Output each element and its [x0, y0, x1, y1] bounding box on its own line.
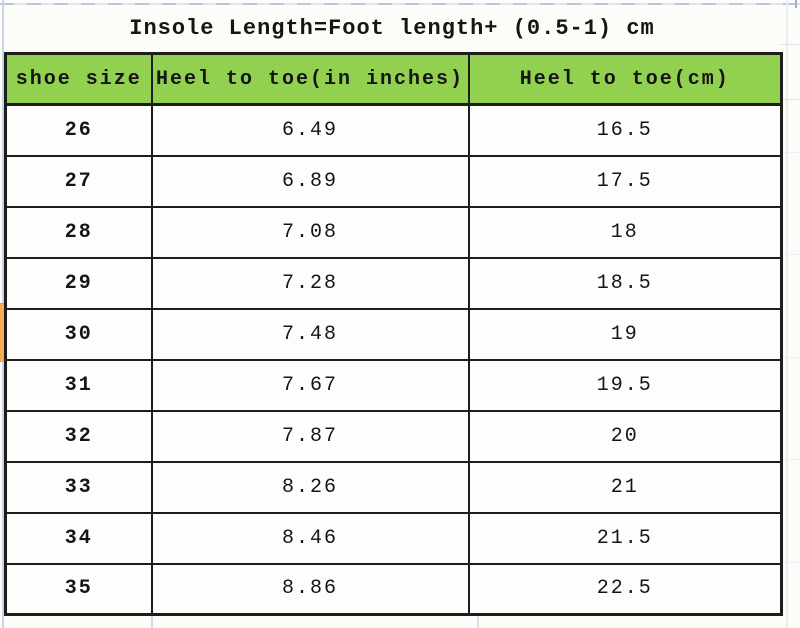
- inches-cell: 7.87: [150, 409, 470, 463]
- shoe-size-cell: 27: [4, 154, 153, 208]
- cm-cell: 21: [467, 460, 783, 514]
- inches-cell: 8.86: [150, 562, 470, 616]
- shoe-size-cell: 28: [4, 205, 153, 259]
- shoe-size-cell: 35: [4, 562, 153, 616]
- shoe-size-cell: 31: [4, 358, 153, 412]
- shoe-size-cell: 33: [4, 460, 153, 514]
- table-row: 30 7.48 19: [4, 307, 783, 361]
- spreadsheet-gridline-right: [786, 0, 788, 628]
- size-chart-table: shoe size Heel to toe(in inches) Heel to…: [4, 52, 783, 616]
- shoe-size-cell: 26: [4, 103, 153, 157]
- table-row: 27 6.89 17.5: [4, 154, 783, 208]
- cm-cell: 20: [467, 409, 783, 463]
- cm-cell: 17.5: [467, 154, 783, 208]
- chart-title: Insole Length=Foot length+ (0.5-1) cm: [129, 15, 655, 41]
- inches-cell: 7.08: [150, 205, 470, 259]
- table-row: 26 6.49 16.5: [4, 103, 783, 157]
- cm-cell: 19.5: [467, 358, 783, 412]
- column-header-cm: Heel to toe(cm): [467, 52, 783, 106]
- cm-cell: 18: [467, 205, 783, 259]
- table-row: 32 7.87 20: [4, 409, 783, 463]
- spreadsheet-gridline-row: [780, 44, 800, 45]
- cm-cell: 18.5: [467, 256, 783, 310]
- row-highlight-strip: [0, 303, 5, 362]
- shoe-size-cell: 29: [4, 256, 153, 310]
- shoe-size-cell: 30: [4, 307, 153, 361]
- column-header-inches: Heel to toe(in inches): [150, 52, 470, 106]
- spreadsheet-gridline-row: [780, 459, 800, 460]
- inches-cell: 6.49: [150, 103, 470, 157]
- column-header-shoe-size: shoe size: [4, 52, 153, 106]
- inches-cell: 7.48: [150, 307, 470, 361]
- spreadsheet-gridline-row: [780, 254, 800, 255]
- inches-cell: 7.28: [150, 256, 470, 310]
- shoe-size-cell: 34: [4, 511, 153, 565]
- cm-cell: 16.5: [467, 103, 783, 157]
- spreadsheet-gridline-row: [780, 357, 800, 358]
- inches-cell: 6.89: [150, 154, 470, 208]
- inches-cell: 8.26: [150, 460, 470, 514]
- spreadsheet-gridline-right-edge: [795, 0, 797, 8]
- spreadsheet-gridline-row: [780, 99, 800, 100]
- table-row: 31 7.67 19.5: [4, 358, 783, 412]
- shoe-size-cell: 32: [4, 409, 153, 463]
- table-row: 29 7.28 18.5: [4, 256, 783, 310]
- table-row: 35 8.86 22.5: [4, 562, 783, 616]
- cm-cell: 19: [467, 307, 783, 361]
- table-row: 34 8.46 21.5: [4, 511, 783, 565]
- spreadsheet-gridline-row: [780, 562, 800, 563]
- spreadsheet-gridline-row: [780, 152, 800, 153]
- table-row: 33 8.26 21: [4, 460, 783, 514]
- table-body: 26 6.49 16.5 27 6.89 17.5 28 7.08 18 29 7.28 18.5 30…: [4, 103, 783, 616]
- header-row: shoe size Heel to toe(in inches) Heel to…: [4, 52, 783, 106]
- table-row: 28 7.08 18: [4, 205, 783, 259]
- cm-cell: 21.5: [467, 511, 783, 565]
- cm-cell: 22.5: [467, 562, 783, 616]
- inches-cell: 8.46: [150, 511, 470, 565]
- inches-cell: 7.67: [150, 358, 470, 412]
